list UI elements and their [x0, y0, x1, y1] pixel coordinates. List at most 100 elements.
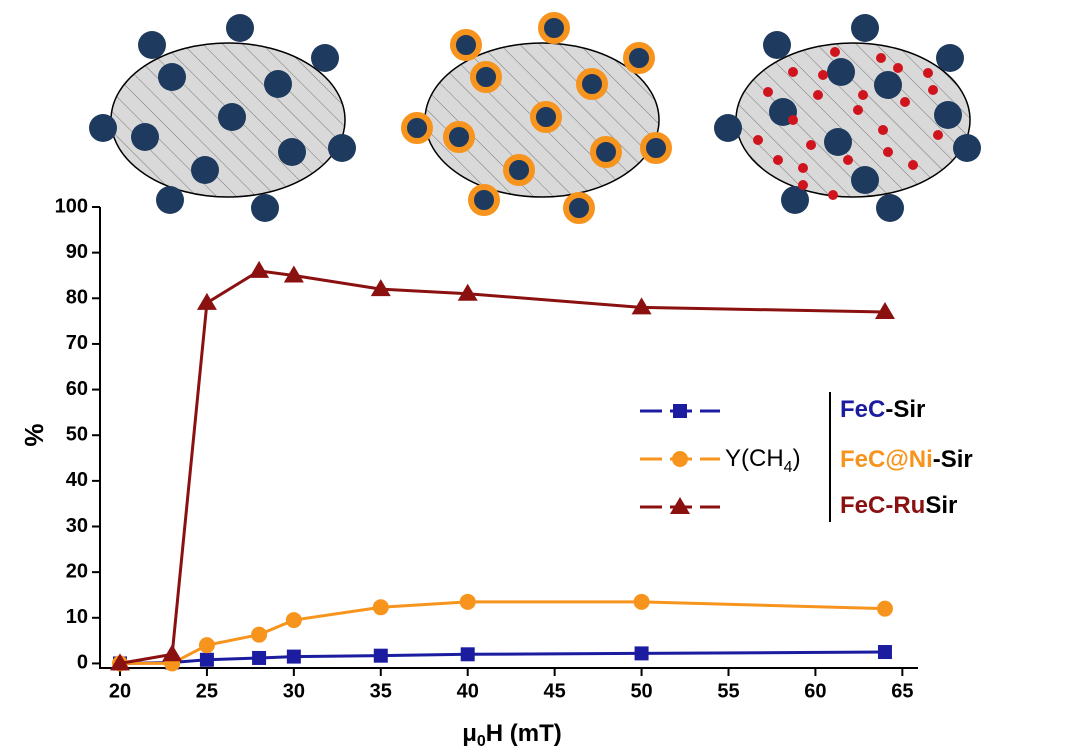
- y-tick-label: 80: [66, 287, 88, 309]
- cluster: [563, 192, 595, 224]
- cluster: [131, 123, 159, 151]
- marker: [633, 593, 650, 610]
- legend-text: FeC@Ni: [840, 446, 933, 473]
- cluster: [576, 68, 608, 100]
- cluster: [781, 186, 809, 214]
- legend-label: Y(CH4): [725, 445, 801, 476]
- marker: [877, 645, 892, 660]
- marker: [634, 646, 649, 661]
- cluster: [138, 31, 166, 59]
- marker: [459, 593, 476, 610]
- y-tick-label: 0: [77, 652, 88, 674]
- marker: [672, 451, 688, 467]
- cluster: [874, 71, 902, 99]
- cluster: [191, 156, 219, 184]
- dopant: [828, 190, 838, 200]
- y-tick-label: 10: [66, 606, 88, 628]
- marker: [457, 283, 478, 301]
- marker: [370, 279, 391, 297]
- legend-text: FeC-Ru: [840, 492, 925, 519]
- x-tick-label: 60: [804, 680, 826, 702]
- x-tick-label: 45: [544, 680, 566, 702]
- cluster: [156, 186, 184, 214]
- y-tick-label: 30: [66, 515, 88, 537]
- marker: [285, 612, 302, 629]
- dopant: [788, 67, 798, 77]
- dopant: [883, 147, 893, 157]
- marker: [670, 497, 690, 514]
- cluster: [934, 101, 962, 129]
- legend-text: -Sir: [885, 396, 925, 423]
- marker: [196, 292, 217, 310]
- cluster: [328, 134, 356, 162]
- cluster: [824, 128, 852, 156]
- series-line: [119, 650, 885, 665]
- dopant: [830, 47, 840, 57]
- x-label-part: μ: [462, 720, 477, 747]
- y-tick-label: 60: [66, 378, 88, 400]
- cluster: [538, 12, 570, 44]
- legend-text: Sir: [925, 492, 957, 519]
- marker: [283, 265, 304, 283]
- legend-label-part: Y(CH: [725, 445, 784, 472]
- cluster: [401, 112, 433, 144]
- marker: [876, 600, 893, 617]
- cluster: [623, 42, 655, 74]
- marker: [109, 653, 130, 671]
- x-tick-label: 20: [109, 680, 131, 702]
- dopant: [876, 53, 886, 63]
- cluster: [714, 114, 742, 142]
- legend-entry: FeC-RuSir: [840, 492, 957, 519]
- dopant: [858, 90, 868, 100]
- cluster: [89, 114, 117, 142]
- marker: [460, 647, 475, 662]
- dopant: [893, 63, 903, 73]
- cluster: [953, 134, 981, 162]
- illustrations: [89, 12, 981, 224]
- cluster: [450, 29, 482, 61]
- marker: [631, 297, 652, 315]
- cluster: [851, 14, 879, 42]
- cluster: [278, 138, 306, 166]
- x-tick-label: 55: [717, 680, 739, 702]
- marker: [162, 644, 183, 662]
- x-label-sub: 0: [477, 733, 486, 750]
- x-label-part: H (mT): [486, 720, 562, 747]
- dopant: [818, 70, 828, 80]
- cluster: [158, 63, 186, 91]
- dopant: [788, 115, 798, 125]
- cluster: [468, 184, 500, 216]
- marker: [373, 648, 388, 663]
- marker: [372, 599, 389, 616]
- y-tick-label: 90: [66, 241, 88, 263]
- cluster: [763, 31, 791, 59]
- cluster: [226, 14, 254, 42]
- cluster: [876, 194, 904, 222]
- marker: [874, 301, 895, 319]
- legend-label-part: ): [793, 445, 801, 472]
- legend-entry: FeC-Sir: [840, 396, 925, 423]
- legend-text: -Sir: [933, 446, 973, 473]
- y-tick-label: 100: [55, 195, 88, 217]
- dopant: [923, 68, 933, 78]
- cluster: [470, 61, 502, 93]
- dopant: [900, 97, 910, 107]
- y-tick-label: 20: [66, 560, 88, 582]
- x-tick-label: 40: [457, 680, 479, 702]
- y-axis-label: %: [19, 423, 49, 446]
- dopant: [753, 135, 763, 145]
- dopant: [813, 90, 823, 100]
- dopant: [933, 130, 943, 140]
- x-axis-label: μ0H (mT): [462, 720, 562, 750]
- dopant: [798, 180, 808, 190]
- dopant: [928, 85, 938, 95]
- cluster: [311, 44, 339, 72]
- marker: [286, 649, 301, 664]
- marker: [198, 637, 215, 654]
- marker: [199, 652, 214, 667]
- cluster: [640, 132, 672, 164]
- dopant: [798, 163, 808, 173]
- x-tick-label: 35: [370, 680, 392, 702]
- dopant: [763, 87, 773, 97]
